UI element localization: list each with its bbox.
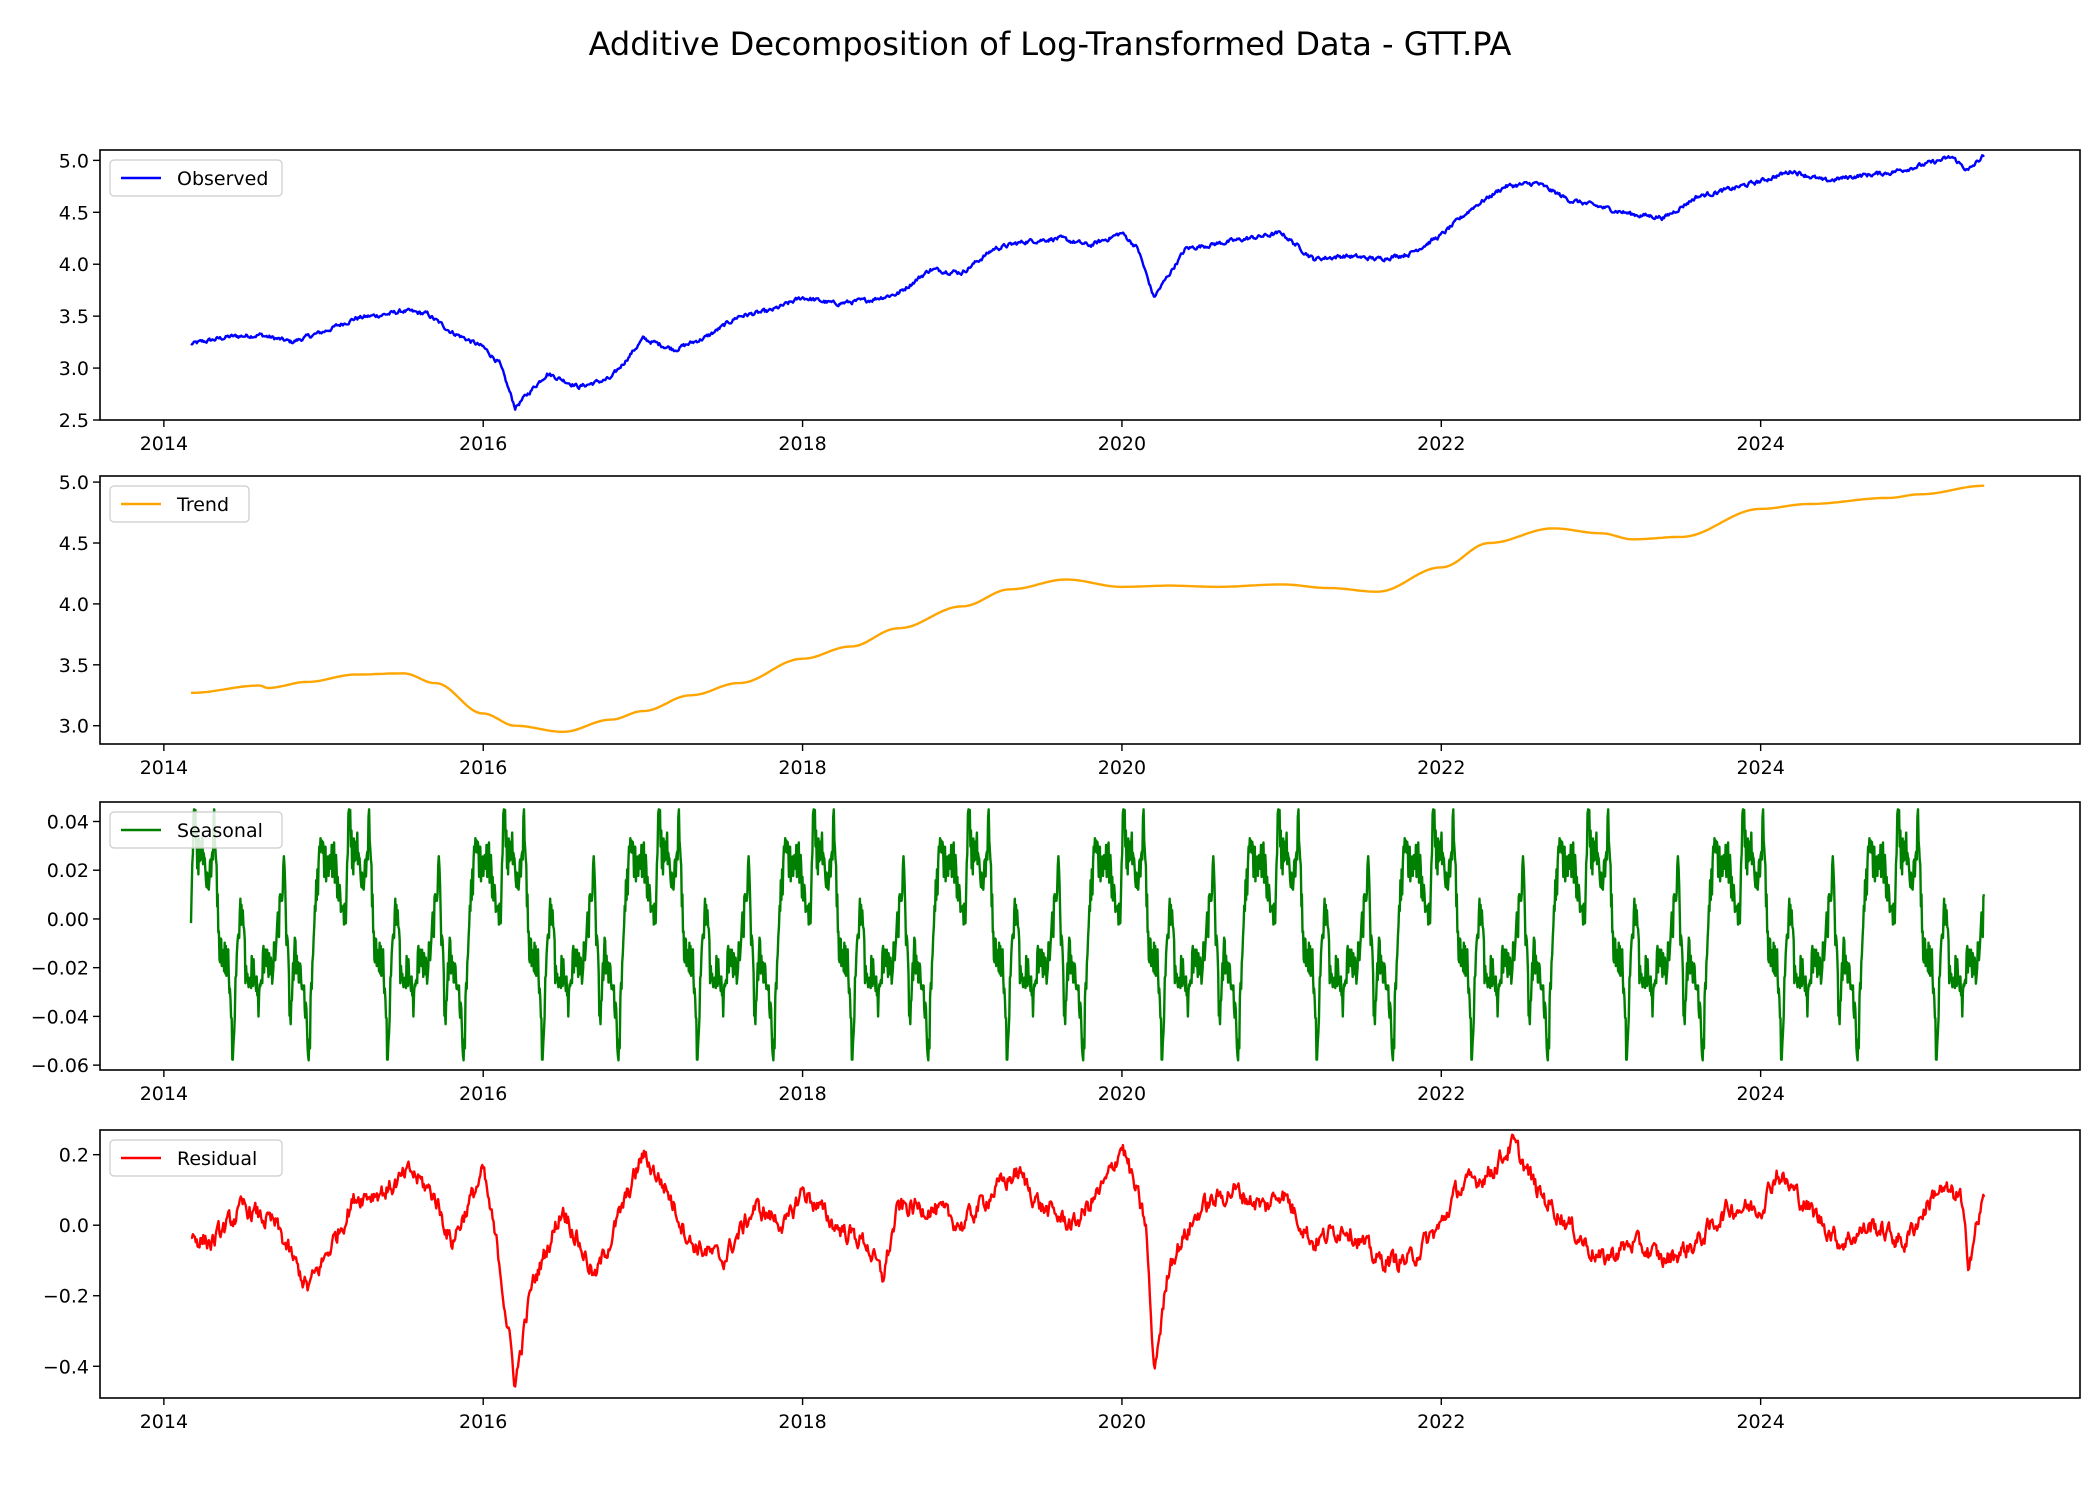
y-tick-label: 4.0: [59, 594, 89, 616]
axes-frame: [99, 475, 2081, 745]
y-tick-label: 3.0: [59, 358, 89, 380]
legend-box: [109, 159, 283, 197]
y-tick-label: 4.5: [59, 202, 89, 224]
x-tick-label: 2022: [1417, 1083, 1465, 1105]
legend: Trend: [109, 485, 250, 523]
x-tick-label: 2016: [459, 1411, 507, 1433]
legend: Observed: [109, 159, 283, 197]
x-tick-label: 2024: [1736, 1083, 1784, 1105]
series-line-seasonal: [189, 808, 1986, 1062]
x-tick-label: 2014: [140, 757, 188, 779]
x-tick-label: 2018: [778, 1083, 826, 1105]
legend: Residual: [109, 1139, 283, 1177]
y-tick-label: −0.2: [43, 1286, 89, 1308]
x-tick-label: 2020: [1098, 1411, 1146, 1433]
y-tick-label: 5.0: [59, 150, 89, 172]
y-tick-label: −0.4: [43, 1356, 89, 1378]
x-tick-label: 2018: [778, 757, 826, 779]
y-tick-label: −0.06: [31, 1055, 89, 1077]
y-tick-label: 4.0: [59, 254, 89, 276]
y-tick-label: 0.0: [59, 1215, 89, 1237]
x-tick-label: 2014: [140, 1411, 188, 1433]
y-tick-label: 0.00: [47, 909, 89, 931]
x-tick-label: 2020: [1098, 757, 1146, 779]
x-tick-label: 2024: [1736, 757, 1784, 779]
legend-box: [109, 1139, 283, 1177]
panel-residual: 2014 2016 2018 2020 2022 2024 0.2 0.0 −0.2 −0.4 Re…: [43, 1129, 2081, 1433]
x-tick-label: 2022: [1417, 1411, 1465, 1433]
series-line-residual: [190, 1133, 1986, 1388]
legend-label: Seasonal: [177, 820, 263, 842]
axes-frame: [99, 801, 2081, 1071]
y-tick-label: 4.5: [59, 533, 89, 555]
x-tick-label: 2024: [1736, 1411, 1784, 1433]
legend-label: Trend: [176, 494, 229, 516]
y-tick-label: 0.02: [47, 860, 89, 882]
legend-label: Observed: [177, 168, 268, 190]
x-tick-label: 2016: [459, 757, 507, 779]
x-tick-label: 2022: [1417, 757, 1465, 779]
panel-observed: 2014 2016 2018 2020 2022 2024 2.5 3.0 3.5 4.0 4.5 5…: [59, 149, 2081, 455]
legend: Seasonal: [109, 811, 283, 849]
x-tick-label: 2022: [1417, 433, 1465, 455]
figure-title: Additive Decomposition of Log-Transforme…: [589, 25, 1512, 63]
y-tick-label: 3.0: [59, 716, 89, 738]
series-line-trend: [191, 484, 1985, 733]
x-tick-label: 2020: [1098, 1083, 1146, 1105]
x-tick-label: 2014: [140, 1083, 188, 1105]
panels: 2014 2016 2018 2020 2022 2024 2.5 3.0 3.5 4.0 4.5 5…: [31, 149, 2081, 1433]
legend-box: [109, 485, 250, 523]
x-tick-label: 2024: [1736, 433, 1784, 455]
y-tick-label: 0.2: [59, 1145, 89, 1167]
series-line-observed: [190, 154, 1985, 411]
x-tick-label: 2016: [459, 1083, 507, 1105]
legend-label: Residual: [177, 1148, 257, 1170]
panel-trend: 2014 2016 2018 2020 2022 2024 3.0 3.5 4.0 4.5 5.0 T…: [59, 472, 2081, 779]
y-tick-label: 0.04: [47, 811, 89, 833]
y-tick-label: 5.0: [59, 472, 89, 494]
axes-frame: [99, 1129, 2081, 1399]
panel-seasonal: 2014 2016 2018 2020 2022 2024 0.04 0.02 0.00 −0.0…: [31, 801, 2081, 1105]
x-tick-label: 2020: [1098, 433, 1146, 455]
y-tick-label: 3.5: [59, 655, 89, 677]
y-tick-label: −0.02: [31, 958, 89, 980]
axes-frame: [99, 149, 2081, 421]
legend-box: [109, 811, 283, 849]
y-tick-label: 3.5: [59, 306, 89, 328]
x-tick-label: 2014: [140, 433, 188, 455]
x-tick-label: 2018: [778, 1411, 826, 1433]
x-tick-label: 2016: [459, 433, 507, 455]
x-tick-label: 2018: [778, 433, 826, 455]
y-tick-label: −0.04: [31, 1006, 89, 1028]
y-tick-label: 2.5: [59, 410, 89, 432]
